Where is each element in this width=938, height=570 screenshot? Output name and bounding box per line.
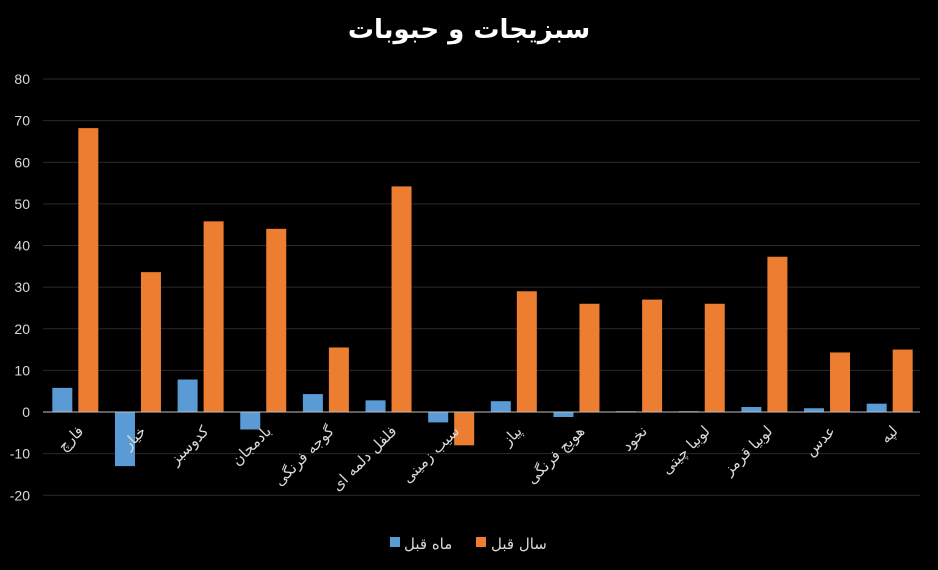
- y-tick-label: 0: [22, 404, 30, 420]
- bar-month: [114, 412, 135, 467]
- y-axis-ticks: 80 70 60 50 40 30 20 10 0 -10 -20: [10, 71, 30, 503]
- category-label: نخود: [618, 422, 651, 455]
- bar-month: [365, 400, 386, 412]
- y-tick-label: 30: [14, 279, 30, 295]
- y-tick-label: 80: [14, 71, 30, 87]
- bar-year: [830, 352, 851, 412]
- category-label: سیب زمینی: [398, 422, 463, 487]
- bar-year: [892, 349, 913, 412]
- bar-month: [240, 412, 261, 430]
- bar-year: [767, 256, 788, 412]
- y-tick-label: -20: [10, 487, 30, 503]
- legend-label-year: سال قبل: [491, 535, 547, 553]
- bar-year: [140, 272, 161, 412]
- category-label: فارچ: [54, 422, 88, 456]
- bar-month: [866, 403, 887, 412]
- gridlines: [43, 78, 920, 496]
- bar-year: [203, 221, 224, 412]
- bar-month: [428, 412, 449, 423]
- bars: [52, 128, 913, 467]
- category-label: کدوسبز: [165, 422, 213, 470]
- legend: ماه قبل سال قبل: [390, 535, 547, 553]
- category-label: لپه: [877, 422, 903, 448]
- legend-swatch-year: [476, 537, 486, 547]
- bar-month: [302, 394, 323, 412]
- bar-month: [741, 407, 762, 412]
- y-tick-label: 60: [14, 154, 30, 170]
- y-tick-label: -10: [10, 446, 30, 462]
- bar-year: [704, 303, 725, 412]
- y-tick-label: 40: [14, 238, 30, 254]
- bar-month: [177, 379, 198, 412]
- legend-swatch-month: [390, 537, 400, 547]
- category-label: گوجه فرنگی: [270, 422, 338, 490]
- category-label: هویج فرنگی: [523, 422, 589, 488]
- legend-label-month: ماه قبل: [404, 535, 452, 553]
- bar-year: [328, 347, 349, 412]
- y-tick-label: 10: [14, 362, 30, 378]
- bar-year: [579, 303, 600, 412]
- chart-title: سبزیجات و حبوبات: [348, 15, 590, 45]
- category-label: لوبیا قرمز: [719, 422, 776, 479]
- category-label: فلفل دلمه ای: [328, 422, 400, 494]
- category-label: پیاز: [498, 422, 527, 451]
- bar-month: [804, 408, 825, 412]
- bar-year: [454, 412, 475, 446]
- bar-month: [52, 387, 73, 412]
- y-tick-label: 70: [14, 113, 30, 129]
- y-tick-label: 20: [14, 321, 30, 337]
- y-tick-label: 50: [14, 196, 30, 212]
- bar-year: [391, 186, 412, 412]
- bar-year: [642, 299, 663, 412]
- bar-month: [553, 412, 574, 417]
- category-label: لوبیا چیتی: [658, 422, 714, 478]
- bar-year: [78, 128, 99, 412]
- bar-year: [516, 291, 537, 412]
- bar-month: [490, 401, 511, 412]
- bar-year: [266, 228, 287, 412]
